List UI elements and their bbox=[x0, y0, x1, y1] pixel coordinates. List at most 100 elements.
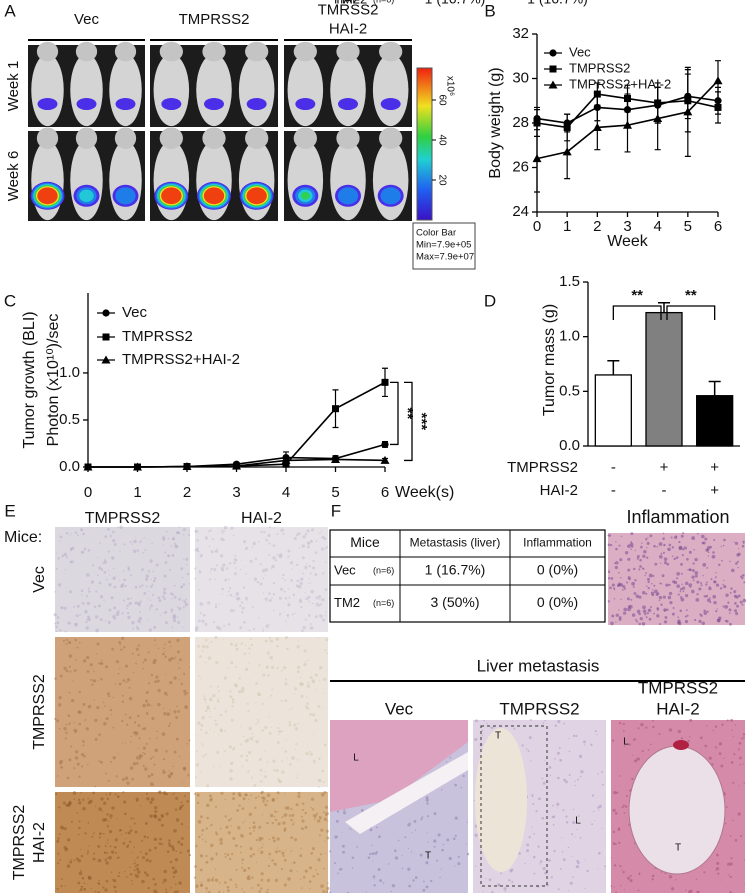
texture bbox=[326, 886, 330, 891]
texture bbox=[149, 814, 153, 818]
marker bbox=[381, 378, 389, 386]
texture bbox=[563, 778, 567, 782]
texture bbox=[270, 567, 273, 570]
texture bbox=[619, 884, 622, 887]
texture bbox=[708, 586, 712, 591]
texture bbox=[172, 613, 177, 618]
texture bbox=[320, 792, 325, 797]
texture bbox=[147, 598, 150, 600]
texture bbox=[292, 861, 296, 864]
texture bbox=[554, 724, 558, 727]
texture bbox=[240, 601, 244, 604]
texture bbox=[420, 818, 423, 821]
texture bbox=[641, 749, 644, 753]
texture bbox=[292, 593, 295, 596]
texture bbox=[257, 795, 260, 798]
texture bbox=[297, 759, 299, 761]
texture bbox=[262, 628, 264, 630]
mouse bbox=[336, 127, 360, 149]
texture bbox=[571, 855, 573, 857]
texture bbox=[139, 611, 141, 614]
texture bbox=[273, 527, 275, 529]
marker bbox=[713, 76, 723, 85]
texture bbox=[732, 735, 734, 738]
texture bbox=[161, 595, 165, 598]
texture bbox=[133, 539, 137, 544]
texture bbox=[607, 577, 611, 580]
texture bbox=[57, 837, 60, 840]
texture bbox=[117, 875, 120, 878]
texture bbox=[95, 590, 98, 593]
texture bbox=[270, 726, 272, 729]
texture bbox=[60, 765, 63, 769]
texture bbox=[183, 689, 187, 694]
texture bbox=[63, 606, 67, 610]
texture bbox=[74, 729, 78, 733]
texture bbox=[107, 856, 109, 859]
texture bbox=[649, 534, 653, 538]
texture bbox=[241, 690, 245, 693]
texture bbox=[179, 679, 181, 681]
texture bbox=[275, 637, 280, 641]
texture bbox=[462, 774, 465, 778]
mouse bbox=[159, 127, 183, 149]
texture bbox=[671, 887, 675, 891]
texture bbox=[712, 594, 717, 599]
texture bbox=[718, 742, 722, 746]
y-tick-label: 1.5 bbox=[559, 273, 580, 290]
texture bbox=[642, 554, 646, 558]
texture bbox=[314, 615, 318, 619]
y-tick-label: 1.0 bbox=[59, 364, 80, 381]
texture bbox=[733, 590, 737, 594]
texture bbox=[660, 871, 663, 873]
texture bbox=[170, 845, 175, 849]
texture bbox=[252, 852, 256, 856]
texture bbox=[264, 597, 268, 601]
texture bbox=[687, 739, 690, 743]
mouse bbox=[202, 41, 226, 62]
texture bbox=[227, 831, 231, 835]
texture bbox=[231, 705, 234, 708]
texture bbox=[125, 876, 128, 878]
image-title: HAI-2 bbox=[656, 699, 699, 718]
texture bbox=[709, 601, 712, 604]
texture bbox=[119, 643, 121, 646]
signal bbox=[246, 98, 267, 111]
texture bbox=[129, 540, 132, 543]
texture bbox=[274, 559, 278, 562]
texture bbox=[188, 854, 191, 857]
texture bbox=[284, 793, 286, 795]
texture bbox=[77, 798, 81, 802]
texture bbox=[264, 725, 268, 730]
texture bbox=[258, 890, 262, 893]
texture bbox=[311, 672, 313, 675]
legend-label: Vec bbox=[122, 304, 148, 321]
texture bbox=[90, 887, 92, 889]
texture bbox=[679, 590, 682, 593]
texture bbox=[257, 718, 259, 721]
texture bbox=[721, 559, 723, 562]
texture bbox=[297, 532, 301, 536]
texture bbox=[125, 742, 127, 744]
texture bbox=[241, 606, 245, 610]
texture bbox=[194, 735, 196, 737]
texture bbox=[295, 563, 299, 567]
texture bbox=[249, 638, 252, 641]
texture bbox=[300, 827, 304, 831]
texture bbox=[187, 774, 190, 777]
texture bbox=[550, 876, 553, 879]
texture bbox=[268, 838, 271, 841]
texture bbox=[113, 885, 117, 889]
texture bbox=[104, 888, 108, 892]
texture bbox=[167, 537, 170, 540]
texture bbox=[170, 545, 173, 547]
texture bbox=[103, 571, 107, 574]
texture bbox=[82, 703, 86, 707]
texture bbox=[299, 577, 304, 582]
texture bbox=[646, 577, 650, 581]
texture bbox=[319, 853, 323, 856]
marker bbox=[683, 107, 693, 116]
y-tick-label: 0.5 bbox=[559, 382, 580, 399]
texture bbox=[219, 837, 223, 842]
texture bbox=[236, 808, 240, 812]
